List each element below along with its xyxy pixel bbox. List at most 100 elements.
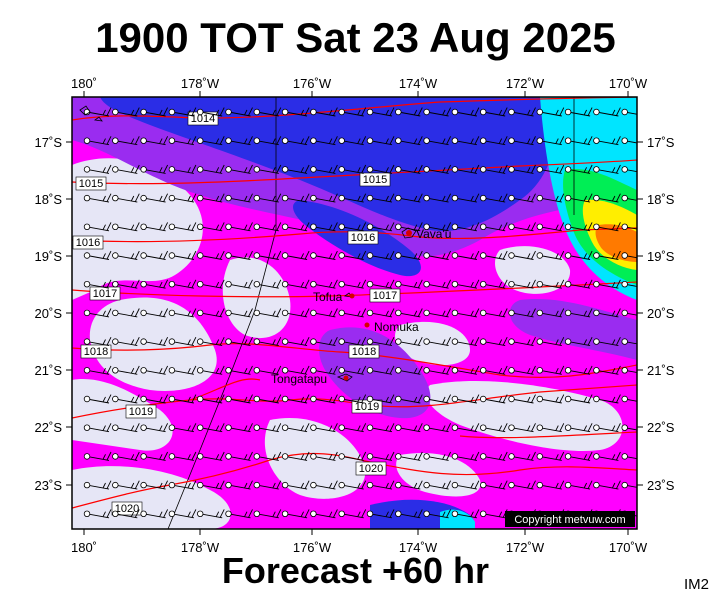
wind-barb: [338, 279, 367, 289]
wind-barb: [140, 451, 169, 461]
wind-barb: [593, 250, 621, 260]
wind-barb: [536, 107, 565, 117]
lat-label: 23˚S: [647, 478, 675, 493]
wind-barb: [508, 336, 536, 347]
wind-barb: [310, 250, 338, 260]
svg-text:1019: 1019: [355, 401, 379, 413]
forecast-label: Forecast +60 hr: [221, 550, 490, 591]
svg-text:1018: 1018: [352, 346, 376, 358]
wind-barb: [395, 394, 423, 404]
wind-barb: [480, 164, 508, 174]
top-axis: [83, 91, 629, 97]
wind-barb: [140, 308, 169, 318]
wind-barb: [366, 164, 395, 174]
wind-barb: [423, 250, 452, 260]
wind-barb: [423, 336, 452, 347]
wind-barb: [112, 451, 140, 461]
wind-barb: [451, 193, 480, 203]
wind-barb: [253, 164, 282, 174]
wind-barb: [480, 336, 508, 347]
wind-barb: [395, 365, 423, 375]
wind-barb: [196, 136, 225, 146]
wind-barb: [508, 451, 536, 461]
wind-barb: [338, 423, 367, 433]
wind-barb: [338, 509, 367, 519]
wind-barb: [83, 423, 112, 433]
wind-barb: [112, 365, 140, 375]
isobar-label: 1014: [187, 111, 219, 126]
wind-barb: [281, 193, 310, 203]
wind-barb: [338, 250, 367, 260]
wind-barb: [621, 166, 637, 173]
wind-barb: [83, 451, 112, 461]
wind-barb: [451, 509, 480, 519]
wind-barb: [423, 365, 452, 375]
wind-barb: [366, 222, 395, 232]
precipitation-field: [72, 97, 637, 529]
graticule: [167, 97, 575, 530]
coastlines: [79, 105, 417, 382]
wind-barb: [196, 308, 225, 318]
wind-barb: [508, 308, 536, 318]
wind-barb: [253, 136, 282, 146]
wind-barb: [253, 336, 282, 347]
wind-barb: [112, 336, 140, 347]
wind-barb: [83, 480, 112, 490]
wind-barb: [395, 250, 423, 260]
wind-barb: [564, 423, 593, 433]
wind-barb: [83, 394, 112, 404]
wind-barb: [168, 279, 197, 289]
lat-label: 21˚S: [35, 363, 63, 378]
wind-barb: [253, 480, 282, 490]
wind-barb: [508, 250, 536, 260]
wind-barb: [338, 336, 367, 347]
wind-barb: [366, 279, 395, 289]
wind-barb: [281, 480, 310, 490]
isobar-label: 1015: [359, 172, 391, 187]
wind-barb: [480, 136, 508, 146]
wind-barb: [366, 336, 395, 347]
wind-barb: [621, 108, 637, 116]
wind-barb: [83, 336, 112, 347]
wind-barb: [225, 136, 253, 146]
wind-barb: [451, 336, 480, 347]
svg-text:1016: 1016: [76, 237, 100, 249]
wind-barb: [536, 222, 565, 232]
svg-text:1015: 1015: [79, 178, 103, 190]
wind-barb: [112, 222, 140, 232]
wind-barb: [196, 279, 225, 289]
wind-barb: [338, 365, 367, 375]
wind-barb: [225, 480, 253, 490]
wind-barb: [281, 365, 310, 375]
wind-barb: [168, 107, 197, 117]
wind-barb: [168, 423, 197, 433]
wind-barb: [140, 107, 169, 117]
wind-barb: [564, 164, 593, 174]
wind-barb: [168, 451, 197, 461]
wind-barb: [168, 164, 197, 174]
lat-label: 17˚S: [35, 135, 63, 150]
svg-text:1019: 1019: [129, 406, 153, 418]
wind-barb: [593, 394, 621, 404]
wind-barb: [423, 164, 452, 174]
wind-barb: [168, 336, 197, 347]
wind-barb: [451, 308, 480, 318]
wind-barb: [253, 250, 282, 260]
lat-label: 19˚S: [35, 249, 63, 264]
wind-barb: [508, 107, 536, 117]
wind-barb: [281, 279, 310, 289]
lon-label: 180˚: [71, 540, 97, 555]
wind-barb: [395, 480, 423, 490]
isobar-label: 1020: [111, 501, 143, 516]
wind-barb: [564, 250, 593, 260]
wind-barb: [621, 137, 637, 144]
lat-label: 23˚S: [35, 478, 63, 493]
wind-barb: [310, 509, 338, 519]
wind-barb: [168, 250, 197, 260]
wind-barb: [451, 365, 480, 375]
wind-barb: [451, 394, 480, 404]
wind-barb: [395, 193, 423, 203]
wind-barb: [196, 250, 225, 260]
isobar-label: 1017: [89, 286, 121, 301]
